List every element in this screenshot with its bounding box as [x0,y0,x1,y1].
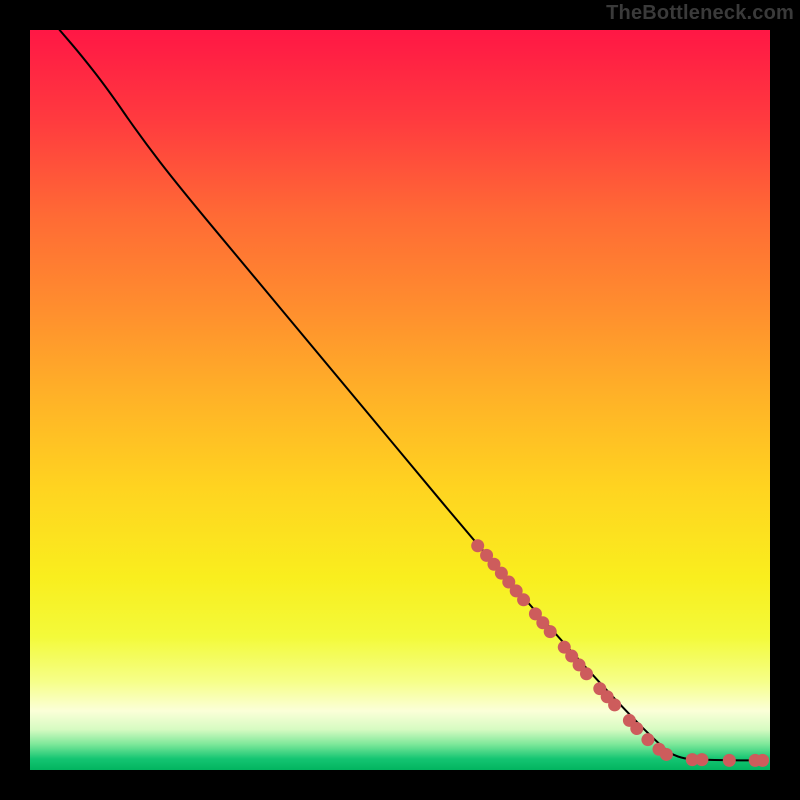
gradient-background [30,30,770,770]
data-marker [517,593,530,606]
data-marker [580,667,593,680]
data-marker [641,733,654,746]
chart-frame: TheBottleneck.com [0,0,800,800]
chart-svg [30,30,770,770]
plot-area [30,30,770,770]
data-marker [695,753,708,766]
watermark-text: TheBottleneck.com [606,2,794,25]
data-marker [544,625,557,638]
data-marker [660,748,673,761]
data-marker [723,754,736,767]
data-marker [756,754,769,767]
data-marker [608,698,621,711]
data-marker [471,539,484,552]
data-marker [630,722,643,735]
